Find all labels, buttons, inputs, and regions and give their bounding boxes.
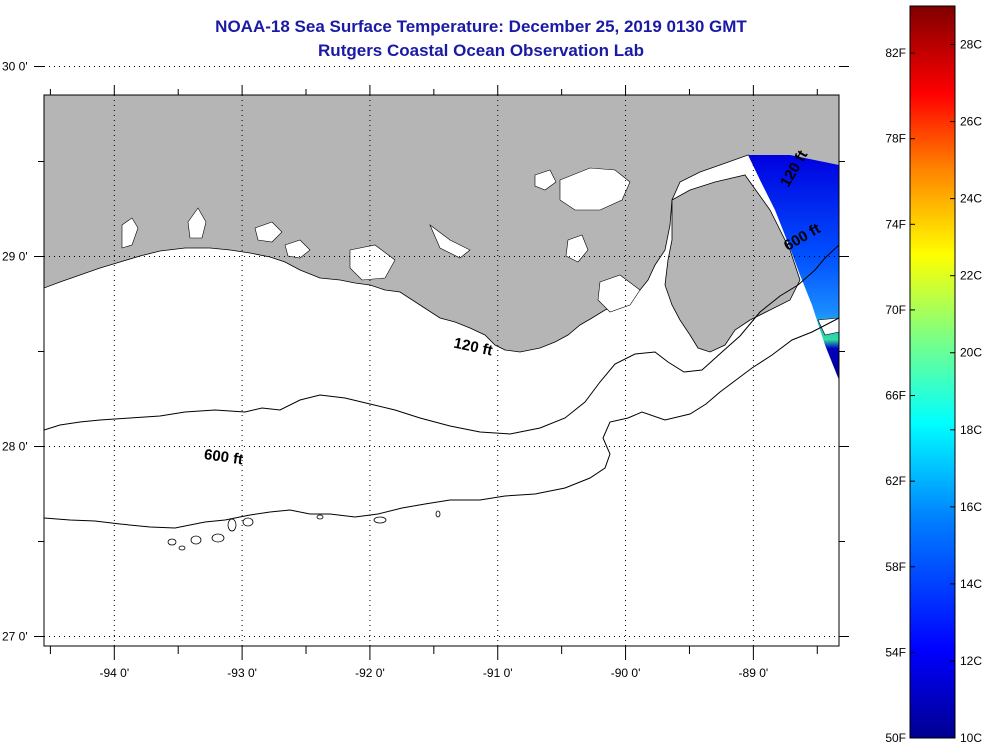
colorbar-c-label: 10C <box>960 731 982 745</box>
lon-tick-label: -93 0' <box>227 666 257 680</box>
colorbar-f-label: 62F <box>885 474 906 488</box>
colorbar-f-label: 70F <box>885 303 906 317</box>
terrebonne-bay <box>429 224 471 259</box>
sst-satellite-swath <box>748 155 839 380</box>
colorbar-f-label: 50F <box>885 731 906 745</box>
colorbar-f-label: 74F <box>885 217 906 231</box>
contour-label: 600 ft <box>203 446 244 468</box>
lon-tick-label: -92 0' <box>355 666 385 680</box>
colorbar <box>909 5 956 739</box>
mississippi-delta <box>664 174 801 353</box>
colorbar-c-label: 24C <box>960 192 982 206</box>
lat-tick-label: 30 0' <box>2 60 28 74</box>
colorbar-f-label: 78F <box>885 132 906 146</box>
colorbar-f-label: 54F <box>885 645 906 659</box>
lake-pontchartrain <box>559 167 631 211</box>
atchafalaya-bay <box>349 244 396 281</box>
map-border <box>43 94 840 647</box>
colorbar-labels: 10C 12C 14C 16C 18C 20C 22C 24C 26C 28C 50F 54F 58F 6… <box>885 38 982 745</box>
colorbar-c-label: 18C <box>960 423 982 437</box>
calcasieu-lake <box>121 217 139 249</box>
colorbar-f-label: 66F <box>885 389 906 403</box>
colorbar-c-label: 28C <box>960 38 982 52</box>
lon-tick-label: -89 0' <box>739 666 769 680</box>
lake-maurepas <box>534 169 557 191</box>
lat-tick-label: 28 0' <box>2 440 28 454</box>
map-subtitle: Rutgers Coastal Ocean Observation Lab <box>318 41 644 60</box>
lon-tick-label: -90 0' <box>611 666 641 680</box>
lake-salvador <box>565 234 589 263</box>
map-title: NOAA-18 Sea Surface Temperature: Decembe… <box>215 17 747 36</box>
colorbar-c-label: 22C <box>960 269 982 283</box>
seamount-contours <box>167 510 441 551</box>
map-axes: -94 0' -93 0' -92 0' -91 0' -90 0' -89 0' 27 0… <box>2 60 849 680</box>
contour-600ft-line <box>44 317 839 529</box>
vermilion-bay <box>284 239 311 259</box>
colorbar-c-label: 14C <box>960 577 982 591</box>
cloud-mask <box>817 317 839 336</box>
lat-tick-label: 27 0' <box>2 630 28 644</box>
grand-lake <box>187 207 207 239</box>
colorbar-c-label: 26C <box>960 115 982 129</box>
barataria-marsh <box>597 274 641 313</box>
colorbar-c-label: 16C <box>960 500 982 514</box>
colorbar-f-label: 58F <box>885 560 906 574</box>
lon-tick-label: -91 0' <box>483 666 513 680</box>
colorbar-c-label: 20C <box>960 346 982 360</box>
colorbar-c-label: 12C <box>960 654 982 668</box>
lat-tick-label: 29 0' <box>2 250 28 264</box>
graticule-grid <box>44 66 839 646</box>
land-mass <box>44 95 839 353</box>
lon-tick-label: -94 0' <box>99 666 129 680</box>
contour-120ft-line <box>44 244 839 435</box>
white-lake <box>254 221 283 243</box>
colorbar-f-label: 82F <box>885 46 906 60</box>
